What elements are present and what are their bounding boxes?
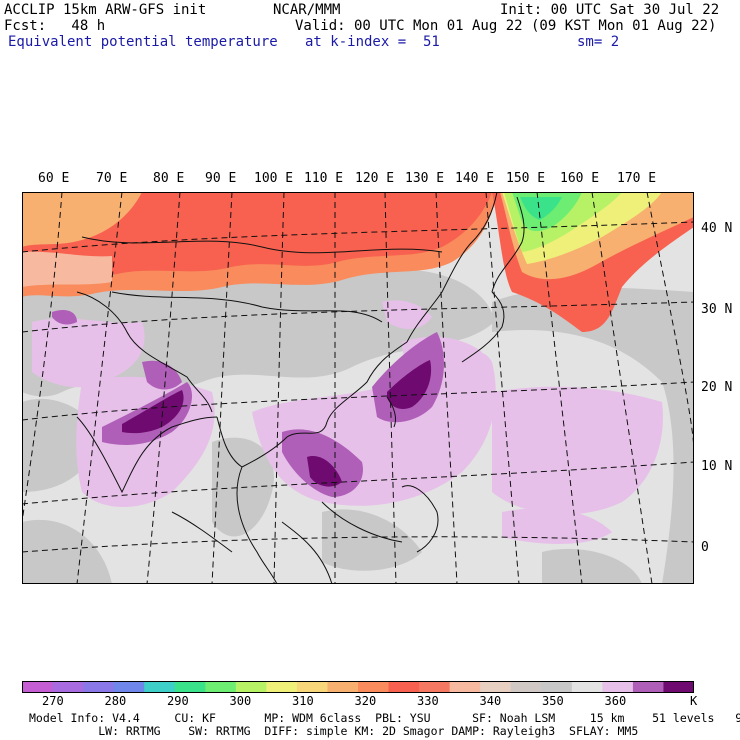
colorbar-cell (510, 681, 542, 693)
level-index: at k-index = 51 (305, 34, 440, 50)
colorbar-cell (632, 681, 664, 693)
colorbar-cell (22, 681, 54, 693)
colorbar-cell (113, 681, 145, 693)
lon-label: 140 E (455, 171, 495, 186)
colorbar-tick-label: 310 (292, 694, 314, 708)
colorbar-tick-label: 360 (604, 694, 627, 708)
field-325-band (22, 192, 492, 277)
field-370-band (122, 360, 432, 487)
lon-label: 120 E (355, 171, 395, 186)
field-320-band (22, 192, 142, 247)
colorbar-cell (52, 681, 84, 693)
colorbar-cell (571, 681, 603, 693)
lon-label: 160 E (560, 171, 600, 186)
colorbar-tick-label: 300 (229, 694, 252, 708)
lat-label: 20 N (701, 380, 733, 395)
valid-time: Valid: 00 UTC Mon 01 Aug 22 (09 KST Mon … (295, 18, 717, 34)
colorbar-cell (296, 681, 328, 693)
colorbar-cell (663, 681, 694, 693)
colorbar-cell (144, 681, 176, 693)
coastlines (76, 192, 525, 584)
colorbar-cell (419, 681, 451, 693)
colorbar-cell (602, 681, 634, 693)
colorbar-cell (327, 681, 359, 693)
init-time: Init: 00 UTC Sat 30 Jul 22 (500, 2, 720, 18)
colorbar-cell (541, 681, 573, 693)
colorbar-unit: K (690, 694, 698, 708)
lon-label: 130 E (405, 171, 445, 186)
colorbar-tick-label: 350 (542, 694, 564, 708)
colorbar-cell (174, 681, 206, 693)
field-295-band (520, 197, 562, 220)
lon-label: 80 E (153, 171, 185, 186)
model-info-line2: LW: RRTMG SW: RRTMG DIFF: simple KM: 2D … (29, 724, 639, 738)
lon-label: 150 E (506, 171, 546, 186)
forecast-hour: Fcst: 48 h (4, 18, 106, 34)
colorbar-tick-label: 330 (417, 694, 439, 708)
model-title: ACCLIP 15km ARW-GFS init (4, 2, 207, 18)
lon-label: 60 E (38, 171, 70, 186)
colorbar-tick-label: 340 (479, 694, 502, 708)
lon-label: 70 E (96, 171, 128, 186)
colorbar-cell (449, 681, 481, 693)
model-info-line1: Model Info: V4.4 CU: KF MP: WDM 6class P… (29, 711, 740, 725)
grid-lines (22, 192, 694, 584)
colorbar-cell (83, 681, 115, 693)
colorbar-tick-label: 320 (354, 694, 377, 708)
colorbar-frame (22, 681, 694, 693)
colorbar-tick-label: 270 (42, 694, 64, 708)
colorbar-cell (235, 681, 267, 693)
colorbar-cell (266, 681, 298, 693)
field-340-band (22, 251, 112, 287)
lat-label: 0 (701, 540, 709, 555)
smoothing-label: sm= 2 (577, 34, 620, 50)
colorbar-tick-label: 290 (167, 694, 189, 708)
lat-label: 40 N (701, 221, 733, 236)
lat-label: 30 N (701, 302, 733, 317)
center-label: NCAR/MMM (273, 2, 341, 18)
lon-label: 170 E (617, 171, 657, 186)
lon-label: 110 E (304, 171, 344, 186)
colorbar-tick-label: 280 (104, 694, 127, 708)
map-frame (22, 192, 694, 584)
lon-label: 100 E (254, 171, 294, 186)
colorbar (22, 681, 694, 693)
colorbar-cell (388, 681, 420, 693)
colorbar-cell (480, 681, 512, 693)
lon-label: 90 E (205, 171, 237, 186)
colorbar-cell (358, 681, 390, 693)
equivalent-potential-temperature-map (22, 192, 694, 584)
field-name: Equivalent potential temperature (8, 34, 278, 50)
lat-label: 10 N (701, 459, 733, 474)
colorbar-cell (205, 681, 237, 693)
